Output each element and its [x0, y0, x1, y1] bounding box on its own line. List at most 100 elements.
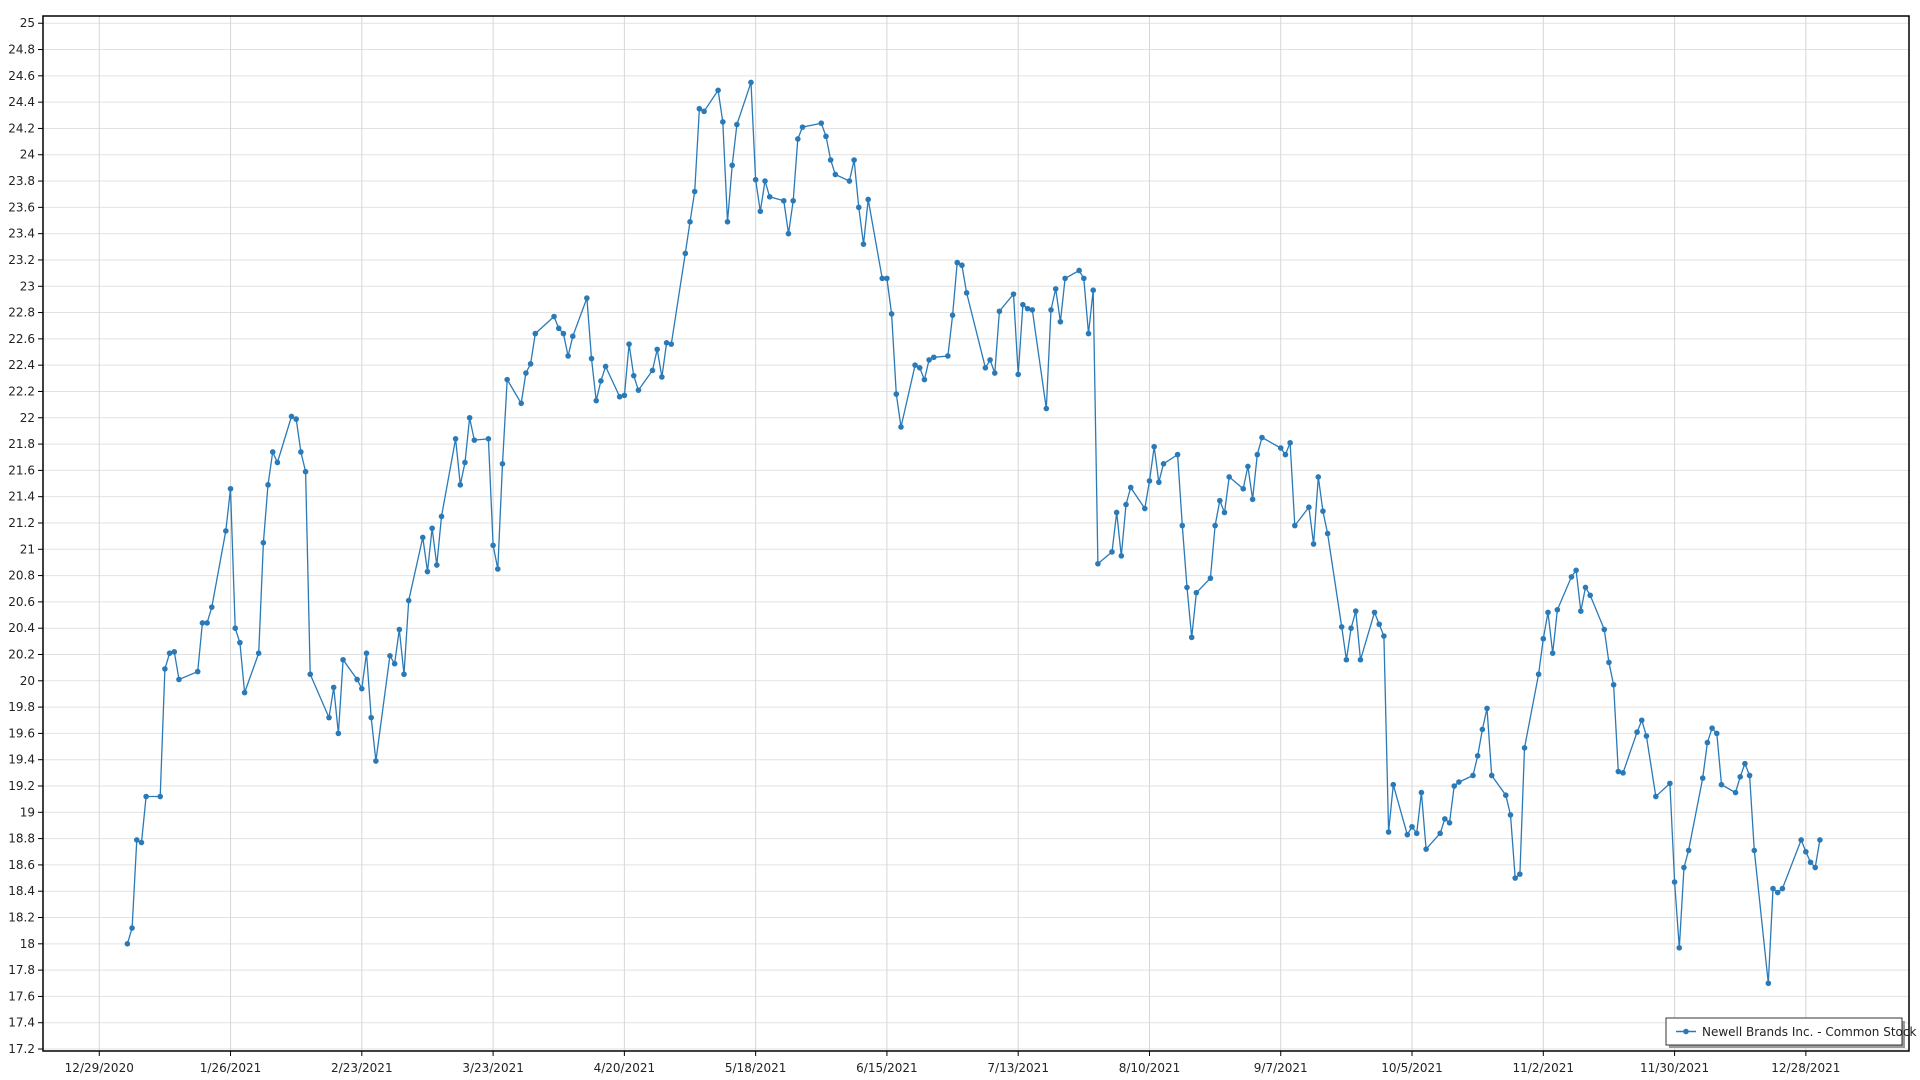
data-point — [490, 542, 496, 549]
data-point — [945, 353, 951, 359]
data-point — [494, 566, 501, 572]
y-tick-label: 20.4 — [8, 621, 35, 635]
data-point — [1470, 772, 1476, 779]
data-point — [1573, 567, 1579, 574]
data-point — [1418, 789, 1425, 796]
data-point — [785, 230, 792, 237]
data-point — [1179, 522, 1186, 529]
data-point — [762, 178, 768, 184]
data-point — [1160, 460, 1167, 467]
data-point — [654, 346, 660, 353]
y-tick-label: 19.4 — [8, 753, 35, 767]
data-point — [921, 376, 928, 383]
data-point — [926, 357, 932, 363]
data-point — [1404, 831, 1411, 838]
data-point — [1254, 451, 1261, 458]
data-point — [846, 178, 853, 184]
data-point — [176, 676, 182, 683]
data-point — [593, 397, 600, 404]
data-point — [260, 539, 267, 546]
data-point — [194, 668, 201, 675]
legend-box — [1665, 1017, 1903, 1046]
data-point — [696, 105, 703, 112]
legend: Newell Brands Inc. - Common Stock — [1665, 1017, 1916, 1048]
data-point — [1184, 584, 1190, 591]
data-point — [616, 393, 623, 400]
data-point — [335, 730, 342, 737]
data-point — [1807, 859, 1814, 866]
x-tick-label: 10/5/2021 — [1381, 1061, 1443, 1075]
data-point — [293, 416, 299, 422]
data-point — [663, 340, 670, 346]
data-point — [527, 361, 534, 367]
data-point — [569, 333, 576, 340]
data-point — [1765, 980, 1772, 987]
data-point — [124, 941, 131, 947]
data-point — [208, 604, 215, 610]
data-point — [1601, 626, 1608, 633]
data-point — [565, 353, 571, 359]
data-point — [1381, 633, 1387, 639]
data-point — [227, 485, 234, 492]
data-point — [1024, 305, 1031, 312]
data-point — [1779, 885, 1786, 892]
y-tick-label: 21.2 — [8, 516, 35, 530]
data-point — [1451, 783, 1458, 789]
data-point — [232, 625, 239, 631]
data-point — [405, 597, 412, 604]
data-point — [1390, 781, 1397, 788]
y-tick-label: 20.8 — [8, 569, 35, 583]
data-point — [1770, 885, 1776, 892]
data-point — [682, 250, 689, 257]
data-point — [1409, 823, 1415, 830]
data-point — [1118, 553, 1125, 559]
x-tick-label: 12/28/2021 — [1771, 1061, 1840, 1075]
data-point — [1413, 830, 1420, 837]
data-point — [1620, 770, 1626, 776]
y-tick-label: 20 — [20, 674, 35, 688]
data-point — [298, 449, 304, 455]
data-point — [734, 121, 740, 128]
data-point — [701, 108, 707, 115]
data-point — [1226, 474, 1232, 480]
data-point — [1207, 575, 1214, 582]
data-point — [1545, 609, 1551, 616]
data-point — [766, 194, 773, 200]
data-point — [1615, 768, 1622, 775]
data-point — [288, 413, 295, 420]
data-point — [269, 449, 276, 455]
data-point — [1685, 847, 1692, 854]
data-point — [1338, 624, 1345, 630]
data-point — [504, 376, 510, 383]
data-point — [691, 188, 698, 195]
y-tick-label: 22.8 — [8, 306, 35, 320]
data-point — [551, 313, 557, 320]
data-point — [1517, 871, 1523, 877]
data-point — [1249, 496, 1256, 503]
data-point — [1090, 287, 1097, 294]
data-point — [1676, 944, 1683, 951]
x-tick-label: 12/29/2020 — [65, 1061, 134, 1075]
y-tick-label: 21.6 — [8, 463, 35, 477]
data-point — [626, 341, 632, 347]
y-tick-label: 19.6 — [8, 726, 35, 740]
y-tick-label: 17.4 — [8, 1016, 35, 1030]
data-point — [959, 262, 965, 269]
data-point — [1798, 837, 1804, 843]
data-point — [462, 459, 468, 466]
data-point — [1371, 609, 1378, 616]
data-point — [1634, 729, 1640, 735]
data-point — [471, 437, 478, 443]
data-point — [434, 562, 440, 568]
y-tick-label: 24.4 — [8, 95, 35, 109]
y-tick-label: 22.4 — [8, 358, 35, 372]
y-tick-label: 23 — [20, 279, 35, 293]
data-point — [429, 525, 435, 532]
data-point — [162, 666, 168, 672]
data-point — [1671, 879, 1678, 885]
data-point — [1109, 549, 1115, 555]
y-tick-label: 23.6 — [8, 200, 35, 214]
data-point — [1188, 634, 1195, 641]
data-point — [560, 330, 567, 337]
data-point — [199, 620, 206, 626]
